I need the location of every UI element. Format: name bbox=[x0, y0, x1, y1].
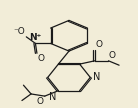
Text: N⁺: N⁺ bbox=[30, 33, 42, 42]
Text: O: O bbox=[95, 40, 103, 49]
Text: O: O bbox=[37, 97, 44, 106]
Text: O: O bbox=[38, 54, 45, 63]
Text: N: N bbox=[50, 92, 57, 102]
Text: N: N bbox=[92, 72, 100, 82]
Text: O: O bbox=[109, 51, 116, 60]
Text: ⁻O: ⁻O bbox=[14, 27, 26, 36]
